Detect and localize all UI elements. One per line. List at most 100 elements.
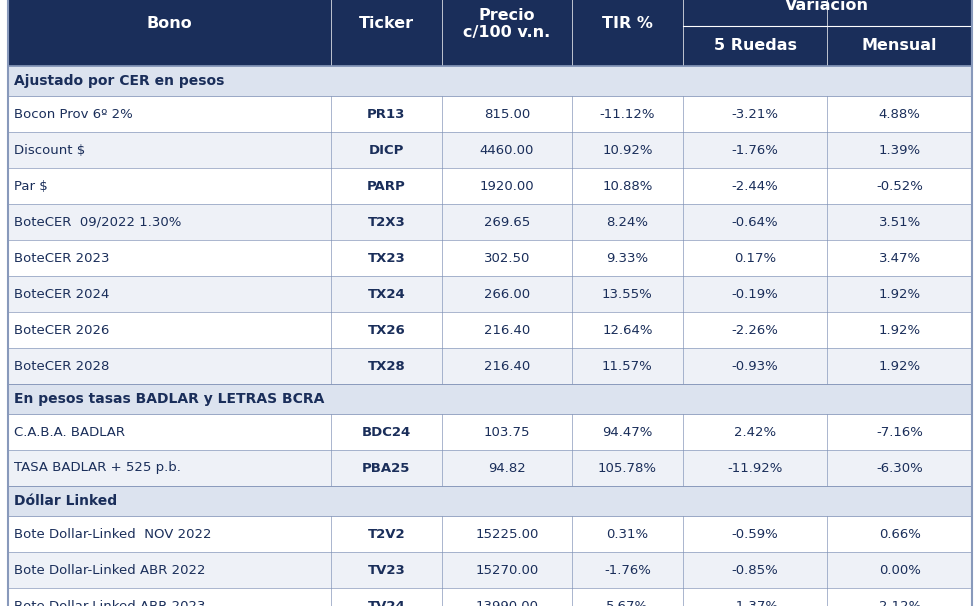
Text: 1.39%: 1.39% bbox=[879, 144, 921, 156]
Text: TX28: TX28 bbox=[368, 359, 406, 373]
Text: -3.21%: -3.21% bbox=[732, 107, 778, 121]
Text: 103.75: 103.75 bbox=[483, 425, 530, 439]
Text: 266.00: 266.00 bbox=[484, 287, 530, 301]
Text: TV24: TV24 bbox=[368, 599, 406, 606]
Text: -0.64%: -0.64% bbox=[732, 216, 778, 228]
Bar bbox=[8, 588, 972, 606]
Bar bbox=[8, 0, 972, 66]
Text: 9.33%: 9.33% bbox=[607, 251, 649, 264]
Text: 12.64%: 12.64% bbox=[602, 324, 653, 336]
Text: -7.16%: -7.16% bbox=[876, 425, 923, 439]
Text: TASA BADLAR + 525 p.b.: TASA BADLAR + 525 p.b. bbox=[14, 462, 181, 474]
Text: 1.92%: 1.92% bbox=[879, 359, 921, 373]
Text: PARP: PARP bbox=[367, 179, 406, 193]
Text: 94.47%: 94.47% bbox=[602, 425, 653, 439]
Text: 94.82: 94.82 bbox=[488, 462, 525, 474]
Bar bbox=[8, 96, 972, 132]
Text: 8.24%: 8.24% bbox=[607, 216, 649, 228]
Text: 216.40: 216.40 bbox=[484, 359, 530, 373]
Text: PR13: PR13 bbox=[368, 107, 406, 121]
Text: Mensual: Mensual bbox=[862, 38, 938, 53]
Text: 3.47%: 3.47% bbox=[879, 251, 921, 264]
Text: 3.51%: 3.51% bbox=[879, 216, 921, 228]
Bar bbox=[8, 240, 972, 276]
Text: -0.19%: -0.19% bbox=[732, 287, 778, 301]
Bar bbox=[8, 414, 972, 450]
Text: 815.00: 815.00 bbox=[484, 107, 530, 121]
Text: -2.44%: -2.44% bbox=[732, 179, 778, 193]
Text: Bono: Bono bbox=[147, 16, 192, 32]
Text: PBA25: PBA25 bbox=[363, 462, 411, 474]
Bar bbox=[8, 450, 972, 486]
Text: -1.76%: -1.76% bbox=[732, 144, 778, 156]
Text: BoteCER 2028: BoteCER 2028 bbox=[14, 359, 110, 373]
Bar bbox=[8, 312, 972, 348]
Text: 5 Ruedas: 5 Ruedas bbox=[713, 38, 797, 53]
Text: BDC24: BDC24 bbox=[362, 425, 411, 439]
Text: 10.88%: 10.88% bbox=[602, 179, 653, 193]
Text: TV23: TV23 bbox=[368, 564, 406, 576]
Text: En pesos tasas BADLAR y LETRAS BCRA: En pesos tasas BADLAR y LETRAS BCRA bbox=[14, 392, 324, 406]
Text: 13.55%: 13.55% bbox=[602, 287, 653, 301]
Text: 105.78%: 105.78% bbox=[598, 462, 657, 474]
Text: TIR %: TIR % bbox=[602, 16, 653, 32]
Text: 2.42%: 2.42% bbox=[734, 425, 776, 439]
Text: -1.76%: -1.76% bbox=[604, 564, 651, 576]
Text: T2V2: T2V2 bbox=[368, 527, 405, 541]
Text: -1.37%: -1.37% bbox=[732, 599, 778, 606]
Text: 15225.00: 15225.00 bbox=[475, 527, 539, 541]
Text: 13990.00: 13990.00 bbox=[475, 599, 538, 606]
Text: Par $: Par $ bbox=[14, 179, 48, 193]
Text: Bocon Prov 6º 2%: Bocon Prov 6º 2% bbox=[14, 107, 132, 121]
Text: 269.65: 269.65 bbox=[484, 216, 530, 228]
Text: -2.26%: -2.26% bbox=[732, 324, 778, 336]
Text: Ticker: Ticker bbox=[359, 16, 414, 32]
Text: 10.92%: 10.92% bbox=[602, 144, 653, 156]
Text: -11.92%: -11.92% bbox=[727, 462, 783, 474]
Text: 302.50: 302.50 bbox=[484, 251, 530, 264]
Text: Bote Dollar-Linked ABR 2023: Bote Dollar-Linked ABR 2023 bbox=[14, 599, 206, 606]
Bar bbox=[8, 486, 972, 516]
Text: -0.93%: -0.93% bbox=[732, 359, 778, 373]
Text: -0.59%: -0.59% bbox=[732, 527, 778, 541]
Text: 216.40: 216.40 bbox=[484, 324, 530, 336]
Text: BoteCER 2023: BoteCER 2023 bbox=[14, 251, 110, 264]
Text: 0.00%: 0.00% bbox=[879, 564, 920, 576]
Text: -6.30%: -6.30% bbox=[876, 462, 923, 474]
Text: 2.12%: 2.12% bbox=[879, 599, 921, 606]
Text: BoteCER  09/2022 1.30%: BoteCER 09/2022 1.30% bbox=[14, 216, 181, 228]
Text: -0.52%: -0.52% bbox=[876, 179, 923, 193]
Bar bbox=[8, 276, 972, 312]
Text: -11.12%: -11.12% bbox=[600, 107, 655, 121]
Text: 0.66%: 0.66% bbox=[879, 527, 920, 541]
Text: 1.92%: 1.92% bbox=[879, 324, 921, 336]
Text: TX24: TX24 bbox=[368, 287, 406, 301]
Text: -0.85%: -0.85% bbox=[732, 564, 778, 576]
Text: 4460.00: 4460.00 bbox=[479, 144, 534, 156]
Bar bbox=[8, 516, 972, 552]
Text: T2X3: T2X3 bbox=[368, 216, 406, 228]
Text: TX23: TX23 bbox=[368, 251, 406, 264]
Bar bbox=[8, 204, 972, 240]
Bar bbox=[8, 348, 972, 384]
Text: 5.67%: 5.67% bbox=[607, 599, 649, 606]
Bar bbox=[8, 132, 972, 168]
Text: Variación: Variación bbox=[785, 0, 869, 13]
Text: Bote Dollar-Linked ABR 2022: Bote Dollar-Linked ABR 2022 bbox=[14, 564, 206, 576]
Text: DICP: DICP bbox=[368, 144, 404, 156]
Text: Discount $: Discount $ bbox=[14, 144, 85, 156]
Text: C.A.B.A. BADLAR: C.A.B.A. BADLAR bbox=[14, 425, 125, 439]
Text: Precio
c/100 v.n.: Precio c/100 v.n. bbox=[464, 8, 551, 40]
Text: 1920.00: 1920.00 bbox=[479, 179, 534, 193]
Text: 15270.00: 15270.00 bbox=[475, 564, 538, 576]
Text: 0.31%: 0.31% bbox=[607, 527, 649, 541]
Bar bbox=[8, 552, 972, 588]
Bar bbox=[8, 384, 972, 414]
Text: BoteCER 2024: BoteCER 2024 bbox=[14, 287, 110, 301]
Text: Bote Dollar-Linked  NOV 2022: Bote Dollar-Linked NOV 2022 bbox=[14, 527, 212, 541]
Text: Dóllar Linked: Dóllar Linked bbox=[14, 494, 118, 508]
Text: 4.88%: 4.88% bbox=[879, 107, 920, 121]
Text: 11.57%: 11.57% bbox=[602, 359, 653, 373]
Bar bbox=[8, 168, 972, 204]
Bar bbox=[8, 66, 972, 96]
